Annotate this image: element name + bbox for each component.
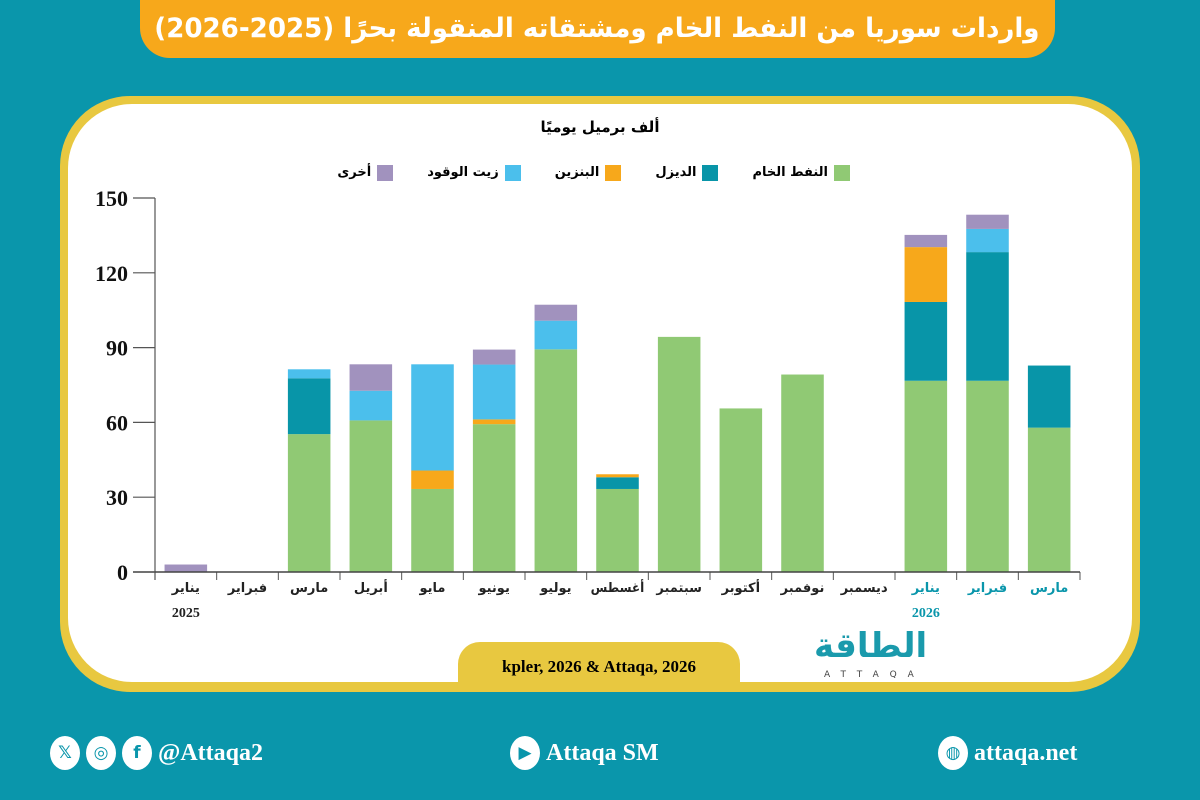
bar-segment (472, 424, 516, 572)
y-tick-label: 120 (95, 261, 128, 286)
y-tick-label: 90 (106, 336, 128, 361)
legend-label: البنزين (554, 165, 600, 180)
bar-segment (596, 474, 639, 478)
attaqa-logo: الطاقة ATTAQA (812, 628, 982, 684)
bar-segment (534, 320, 578, 350)
instagram-icon[interactable]: ◎ (86, 736, 116, 770)
youtube-link: ▶ Attaqa SM (510, 736, 659, 770)
y-tick-label: 150 (95, 186, 128, 211)
bar-segment (349, 420, 393, 572)
x-tick-label: نوفمبر (780, 581, 825, 596)
bar-segment (287, 369, 331, 379)
bar-segment (904, 301, 948, 381)
bar-segment (411, 470, 454, 489)
social-handle[interactable]: @Attaqa2 (158, 739, 263, 766)
legend-item: زيت الوقود (427, 163, 521, 183)
x-tick-label: أكتوبر (721, 579, 760, 596)
x-tick-label: أبريل (354, 579, 388, 596)
logo-latin: ATTAQA (824, 670, 925, 680)
bar-segment (719, 408, 763, 572)
x-tick-label: مارس (1030, 581, 1068, 596)
x-tick-label: يناير (911, 581, 940, 596)
x-tick-label: ديسمبر (840, 581, 888, 596)
legend: النفط الخام الديزل البنزين زيت الوقود أخرى (337, 163, 850, 183)
legend-swatch (702, 165, 719, 181)
bar-segment (1027, 365, 1071, 428)
legend-label: زيت الوقود (427, 165, 499, 180)
title-banner: واردات سوريا من النفط الخام ومشتقاته الم… (140, 0, 1055, 58)
globe-icon[interactable]: ◍ (938, 736, 968, 770)
source-label: kpler, 2026 & Attaqa, 2026 (458, 642, 740, 692)
facebook-icon[interactable]: f (122, 736, 152, 770)
bar-segment (472, 349, 516, 365)
x-tick-label: يونيو (477, 581, 509, 596)
legend-item: البنزين (555, 163, 622, 183)
x-tick-label: مارس (290, 581, 328, 596)
x-tick-label: فبراير (227, 581, 267, 596)
bar-segment (287, 434, 331, 572)
x-tick-label: مايو (419, 581, 446, 596)
bar-segment (966, 214, 1009, 229)
bar-segment (596, 488, 639, 572)
bar-segment (596, 477, 639, 489)
bar-segment (966, 252, 1009, 381)
bar-segment (904, 234, 948, 248)
bar-segment (349, 364, 393, 391)
legend-item: الديزل (655, 163, 719, 183)
year-label: 2025 (172, 606, 200, 621)
x-icon[interactable]: 𝕏 (50, 736, 80, 770)
legend-swatch (834, 165, 850, 181)
youtube-icon[interactable]: ▶ (510, 736, 540, 770)
bar-segment (349, 390, 393, 421)
legend-swatch (377, 165, 394, 181)
bar-segment (287, 378, 331, 435)
bar-segment (657, 336, 701, 572)
x-tick-label: يناير (171, 581, 200, 596)
y-tick-label: 30 (106, 485, 128, 510)
legend-label: الديزل (655, 165, 697, 180)
chart-title: واردات سوريا من النفط الخام ومشتقاته الم… (154, 13, 1040, 44)
bar-segment (534, 304, 578, 321)
website-link: ◍ attaqa.net (938, 736, 1077, 770)
x-tick-label: سبتمبر (655, 581, 702, 596)
legend-item: أخرى (337, 163, 394, 183)
legend-swatch (504, 165, 521, 181)
y-tick-label: 60 (106, 410, 128, 435)
bar-segment (411, 364, 454, 471)
chart-panel (68, 104, 1132, 682)
bar-segment (781, 374, 824, 572)
youtube-name[interactable]: Attaqa SM (546, 739, 659, 766)
legend-item: النفط الخام (752, 163, 850, 183)
bar-segment (411, 488, 454, 572)
legend-swatch (605, 165, 622, 181)
bar-segment (966, 380, 1009, 572)
website-url[interactable]: attaqa.net (974, 739, 1078, 766)
bar-segment (472, 419, 516, 425)
year-label: 2026 (912, 606, 940, 621)
bar-segment (164, 564, 208, 572)
x-tick-label: أغسطس (591, 579, 645, 596)
y-tick-label: 0 (117, 560, 128, 585)
y-axis-label: ألف برميل يوميًا (540, 118, 660, 136)
bar-segment (904, 247, 948, 302)
legend-label: النفط الخام (752, 165, 828, 180)
x-tick-label: فبراير (967, 581, 1007, 596)
bar-segment (1027, 427, 1071, 572)
bar-segment (966, 228, 1009, 253)
bar-segment (472, 364, 516, 420)
legend-label: أخرى (337, 165, 372, 180)
bar-segment (534, 349, 578, 572)
social-links: 𝕏 ◎ f @Attaqa2 (50, 736, 263, 770)
bar-segment (904, 380, 948, 572)
x-tick-label: يوليو (539, 581, 571, 596)
logo-arabic: الطاقة (814, 626, 928, 666)
